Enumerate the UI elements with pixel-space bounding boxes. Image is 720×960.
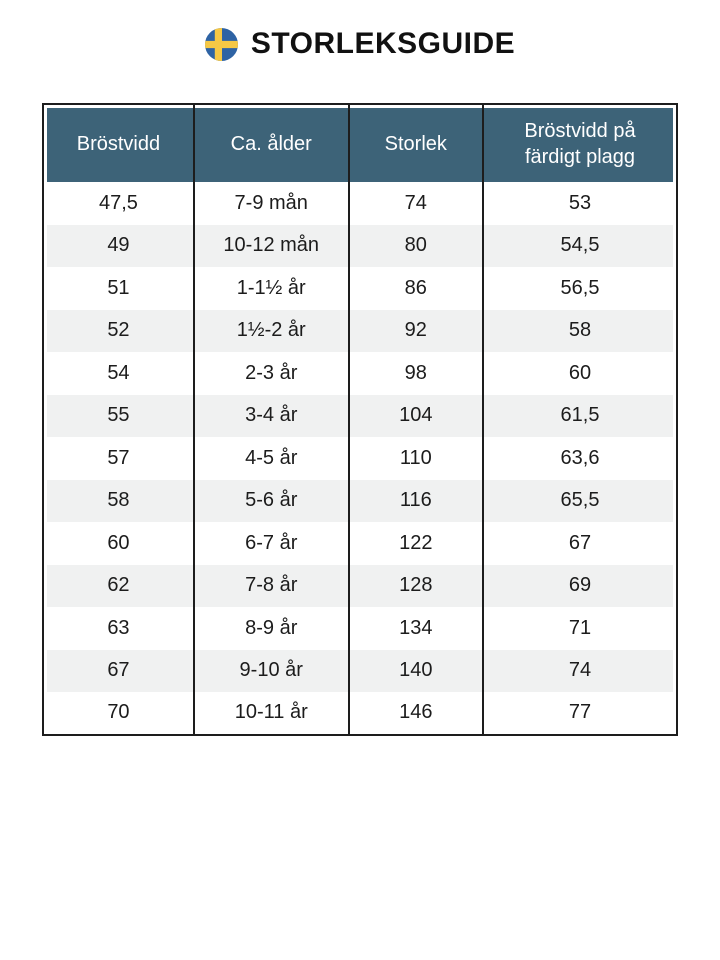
- sweden-flag-icon: [204, 27, 238, 61]
- table-cell: 116: [347, 479, 483, 522]
- table-cell: 140: [347, 649, 483, 692]
- table-cell: 92: [347, 309, 483, 352]
- table-cell: 146: [347, 692, 483, 735]
- column-header-brostvidd: Bröstvidd: [43, 104, 194, 182]
- table-row: 57 4-5 år 110 63,6: [43, 437, 677, 480]
- table-row: 58 5-6 år 116 65,5: [43, 479, 677, 522]
- table-cell: 60: [43, 522, 194, 565]
- table-cell: 122: [347, 522, 483, 565]
- table-row: 62 7-8 år 128 69: [43, 564, 677, 607]
- table-cell: 7-9 mån: [192, 182, 349, 225]
- table-cell: 69: [481, 564, 677, 607]
- table-row: 49 10-12 mån 80 54,5: [43, 224, 677, 267]
- table-cell: 67: [43, 649, 194, 692]
- table-body: 47,5 7-9 mån 74 53 49 10-12 mån 80 54,5 …: [43, 182, 677, 735]
- table-cell: 57: [43, 437, 194, 480]
- page-title: STORLEKSGUIDE: [250, 27, 516, 60]
- size-guide-table: Bröstvidd Ca. ålder Storlek Bröstvidd på…: [42, 103, 678, 736]
- table-row: 70 10-11 år 146 77: [43, 692, 677, 735]
- table-cell: 56,5: [481, 267, 677, 310]
- table-cell: 104: [347, 394, 483, 437]
- table-cell: 67: [481, 522, 677, 565]
- table-cell: 10-11 år: [192, 692, 349, 735]
- table-row: 63 8-9 år 134 71: [43, 607, 677, 650]
- size-guide-table-container: Bröstvidd Ca. ålder Storlek Bröstvidd på…: [42, 103, 678, 736]
- page-header: STORLEKSGUIDE: [0, 27, 720, 61]
- table-row: 51 1-1½ år 86 56,5: [43, 267, 677, 310]
- table-cell: 70: [43, 692, 194, 735]
- table-cell: 49: [43, 224, 194, 267]
- table-cell: 55: [43, 394, 194, 437]
- table-cell: 5-6 år: [192, 479, 349, 522]
- table-cell: 1½-2 år: [192, 309, 349, 352]
- table-cell: 74: [481, 649, 677, 692]
- table-cell: 7-8 år: [192, 564, 349, 607]
- table-cell: 60: [481, 352, 677, 395]
- table-cell: 54: [43, 352, 194, 395]
- column-header-alder: Ca. ålder: [192, 104, 349, 182]
- table-cell: 77: [481, 692, 677, 735]
- table-cell: 71: [481, 607, 677, 650]
- table-cell: 54,5: [481, 224, 677, 267]
- table-cell: 98: [347, 352, 483, 395]
- table-cell: 86: [347, 267, 483, 310]
- table-cell: 10-12 mån: [192, 224, 349, 267]
- table-cell: 8-9 år: [192, 607, 349, 650]
- table-cell: 2-3 år: [192, 352, 349, 395]
- table-row: 55 3-4 år 104 61,5: [43, 394, 677, 437]
- table-cell: 51: [43, 267, 194, 310]
- table-cell: 128: [347, 564, 483, 607]
- table-cell: 6-7 år: [192, 522, 349, 565]
- table-cell: 134: [347, 607, 483, 650]
- table-cell: 3-4 år: [192, 394, 349, 437]
- table-row: 47,5 7-9 mån 74 53: [43, 182, 677, 225]
- table-header: Bröstvidd Ca. ålder Storlek Bröstvidd på…: [43, 104, 677, 182]
- table-cell: 110: [347, 437, 483, 480]
- table-cell: 1-1½ år: [192, 267, 349, 310]
- table-cell: 58: [43, 479, 194, 522]
- table-row: 67 9-10 år 140 74: [43, 649, 677, 692]
- column-header-storlek: Storlek: [347, 104, 483, 182]
- table-cell: 9-10 år: [192, 649, 349, 692]
- table-cell: 63: [43, 607, 194, 650]
- table-row: 60 6-7 år 122 67: [43, 522, 677, 565]
- table-cell: 58: [481, 309, 677, 352]
- table-cell: 47,5: [43, 182, 194, 225]
- column-header-brostvidd-plagg: Bröstvidd på färdigt plagg: [481, 104, 677, 182]
- table-row: 54 2-3 år 98 60: [43, 352, 677, 395]
- table-cell: 80: [347, 224, 483, 267]
- table-cell: 52: [43, 309, 194, 352]
- table-cell: 53: [481, 182, 677, 225]
- table-cell: 62: [43, 564, 194, 607]
- table-cell: 74: [347, 182, 483, 225]
- table-cell: 65,5: [481, 479, 677, 522]
- table-cell: 4-5 år: [192, 437, 349, 480]
- table-row: 52 1½-2 år 92 58: [43, 309, 677, 352]
- table-cell: 63,6: [481, 437, 677, 480]
- table-header-row: Bröstvidd Ca. ålder Storlek Bröstvidd på…: [43, 104, 677, 182]
- table-cell: 61,5: [481, 394, 677, 437]
